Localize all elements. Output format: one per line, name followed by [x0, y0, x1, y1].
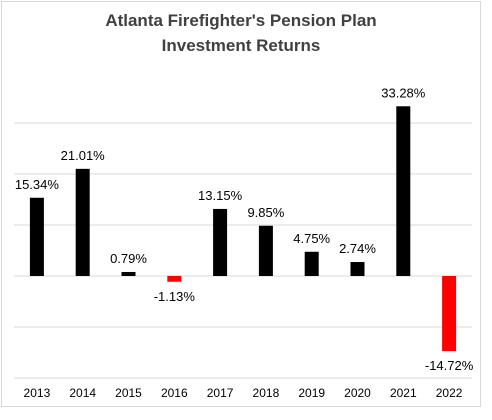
chart-title: Atlanta Firefighter's Pension Plan — [105, 11, 377, 30]
x-tick-label: 2017 — [207, 386, 234, 400]
data-labels: 15.34%21.01% 0.79% -1.13% 13.15% 9.85% 4.75% 2… — [15, 85, 474, 373]
data-label-2021: 33.28% — [381, 85, 426, 100]
bar-2018 — [258, 225, 273, 276]
bar-2019 — [304, 251, 319, 276]
data-label-2020: 2.74% — [339, 241, 376, 256]
data-label-2013: 15.34% — [15, 177, 60, 192]
x-tick-label: 2019 — [298, 386, 325, 400]
data-label-2014: 21.01% — [61, 148, 106, 163]
x-tick-label: 2018 — [253, 386, 280, 400]
x-tick-labels: 2013 2014 2015 2016 2017 2018 2019 2020 2021 2022 — [24, 386, 463, 400]
x-tick-label: 2021 — [390, 386, 417, 400]
data-label-2019: 4.75% — [293, 231, 330, 246]
gridlines — [14, 122, 472, 379]
x-tick-label: 2016 — [161, 386, 188, 400]
x-tick-label: 2014 — [69, 386, 96, 400]
bar-2016 — [167, 276, 182, 282]
bar-2013 — [29, 197, 44, 276]
bar-2021 — [396, 106, 411, 276]
data-label-2022: -14.72% — [425, 358, 474, 373]
x-tick-label: 2020 — [344, 386, 371, 400]
bar-2017 — [213, 208, 228, 276]
data-label-2016: -1.13% — [154, 289, 196, 304]
bar-2014 — [75, 168, 90, 276]
data-label-2015: 0.79% — [110, 251, 147, 266]
x-tick-label: 2015 — [115, 386, 142, 400]
bars — [29, 106, 457, 352]
chart-subtitle: Investment Returns — [161, 36, 321, 55]
data-label-2018: 9.85% — [247, 205, 284, 220]
bar-2015 — [121, 271, 136, 276]
bar-2020 — [350, 262, 365, 276]
x-tick-label: 2022 — [436, 386, 463, 400]
bar-2022 — [442, 276, 457, 352]
data-label-2017: 13.15% — [198, 188, 243, 203]
x-tick-label: 2013 — [24, 386, 51, 400]
